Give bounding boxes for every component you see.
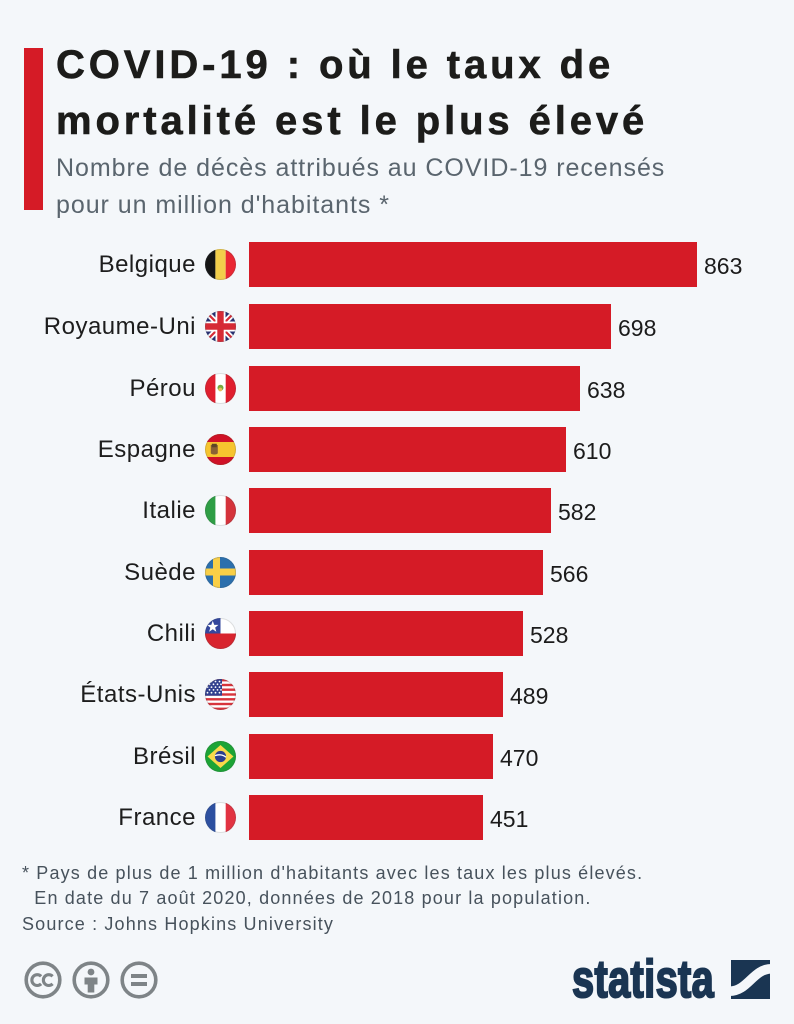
svg-text:statista: statista: [572, 953, 715, 1003]
